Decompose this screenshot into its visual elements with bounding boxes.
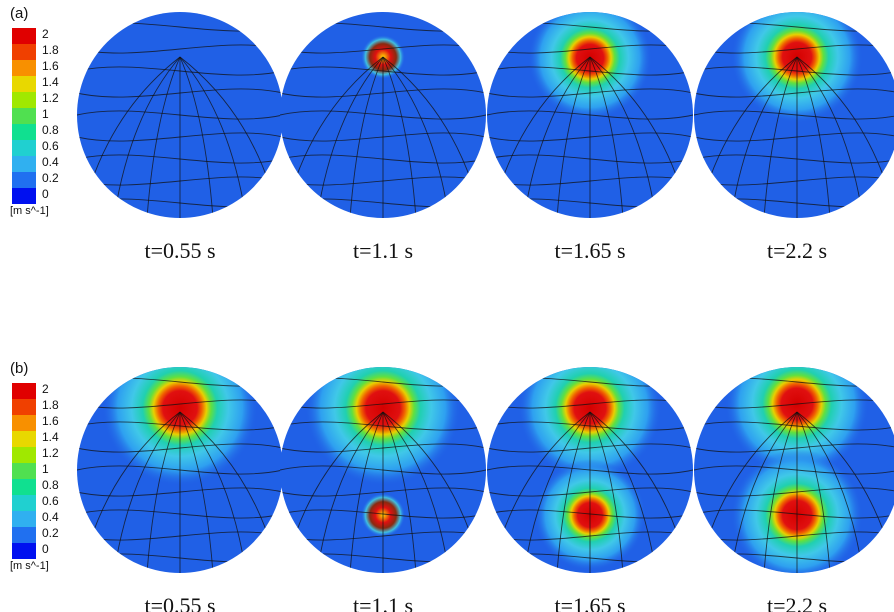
panel-label: (b): [10, 360, 28, 377]
colorbar-band: [12, 28, 36, 44]
colorbar-tick: 0.4: [42, 510, 59, 524]
contour-plot: [280, 12, 486, 218]
colorbar-tick: 1.8: [42, 43, 59, 57]
contour-plot: [280, 330, 486, 573]
colorbar-tick: 1.6: [42, 59, 59, 73]
colorbar-band: [12, 140, 36, 156]
time-label: t=1.1 s: [353, 593, 413, 612]
colorbar-band: [12, 527, 36, 543]
time-label: t=0.55 s: [144, 238, 215, 263]
panel-label: (a): [10, 5, 28, 22]
colorbar-band: [12, 495, 36, 511]
colorbar-band: [12, 463, 36, 479]
colorbar-unit: [m s^-1]: [10, 205, 49, 217]
colorbar-tick: 1: [42, 462, 49, 476]
colorbar-tick: 1.2: [42, 446, 59, 460]
colorbar-tick: 0.8: [42, 123, 59, 137]
contour-plot: [694, 0, 894, 218]
time-label: t=1.65 s: [554, 593, 625, 612]
colorbar-tick: 0.6: [42, 494, 59, 508]
contour-plot: [77, 330, 283, 573]
colorbar-tick: 0.4: [42, 155, 59, 169]
colorbar-band: [12, 76, 36, 92]
colorbar-unit: [m s^-1]: [10, 560, 49, 572]
contour-plot: [77, 12, 283, 218]
colorbar-tick: 1: [42, 107, 49, 121]
colorbar-tick: 0.8: [42, 478, 59, 492]
colorbar-band: [12, 479, 36, 495]
colorbar-band: [12, 415, 36, 431]
colorbar-tick: 1.4: [42, 430, 59, 444]
figure: (a) 2 1.8 1.6 1.4 1.2 1 0.8 0.6 0.4 0.2 0 [m s^-1] t=…: [0, 0, 894, 612]
colorbar-tick: 0: [42, 542, 49, 556]
colorbar-band: [12, 447, 36, 463]
colorbar-band: [12, 431, 36, 447]
time-label: t=1.65 s: [554, 238, 625, 263]
colorbar-tick: 2: [42, 27, 49, 41]
colorbar-band: [12, 92, 36, 108]
colorbar-band: [12, 543, 36, 559]
colorbar-band: [12, 188, 36, 204]
colorbar-tick: 0.6: [42, 139, 59, 153]
colorbar-tick: 1.8: [42, 398, 59, 412]
colorbar-band: [12, 511, 36, 527]
colorbar-band: [12, 60, 36, 76]
time-label: t=2.2 s: [767, 593, 827, 612]
colorbar-tick: 0: [42, 187, 49, 201]
time-label: t=0.55 s: [144, 593, 215, 612]
colorbar-tick: 1.2: [42, 91, 59, 105]
colorbar-band: [12, 108, 36, 124]
colorbar-tick: 2: [42, 382, 49, 396]
contour-plot: [487, 336, 693, 573]
colorbar-band: [12, 124, 36, 140]
colorbar-tick: 0.2: [42, 171, 59, 185]
colorbar-tick: 1.6: [42, 414, 59, 428]
colorbar-band: [12, 383, 36, 399]
contour-plot: [487, 0, 693, 218]
time-label: t=2.2 s: [767, 238, 827, 263]
colorbar-tick: 1.4: [42, 75, 59, 89]
colorbar-band: [12, 172, 36, 188]
time-label: t=1.1 s: [353, 238, 413, 263]
contour-plot: [694, 332, 894, 581]
colorbar-band: [12, 44, 36, 60]
colorbar-band: [12, 399, 36, 415]
colorbar-tick: 0.2: [42, 526, 59, 540]
colorbar-band: [12, 156, 36, 172]
